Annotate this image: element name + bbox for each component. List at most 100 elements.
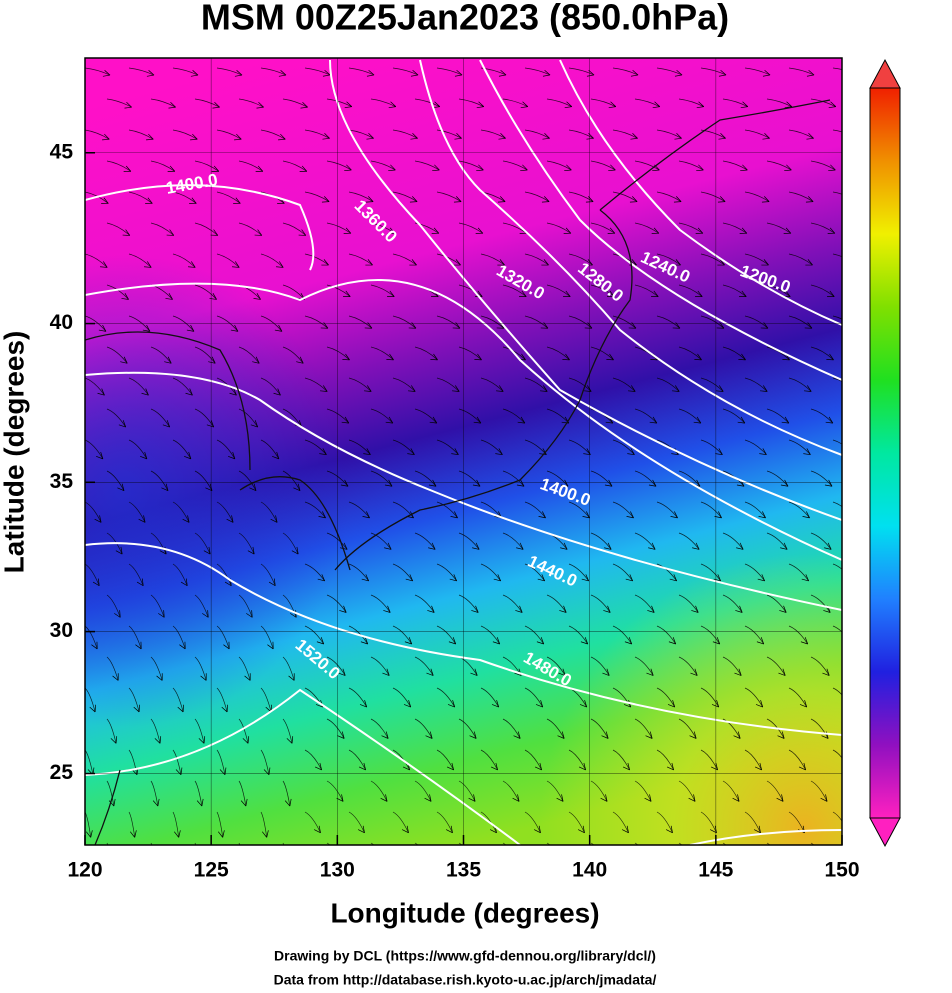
streamline-arrow (647, 605, 655, 613)
streamline (260, 253, 284, 268)
streamline-arrow (107, 862, 113, 869)
streamline (788, 687, 808, 708)
x-axis-label: Longitude (degrees) (330, 897, 599, 928)
streamline (722, 780, 740, 802)
streamline-arrow (177, 704, 184, 713)
streamline (590, 284, 615, 297)
streamline-arrow (256, 101, 264, 109)
streamline-arrow (182, 515, 190, 523)
streamline-arrow (91, 641, 98, 650)
streamline-arrow (316, 637, 325, 645)
streamline (238, 98, 264, 108)
streamline-arrow (206, 420, 215, 428)
streamline (304, 67, 331, 76)
streamline-arrow (473, 416, 482, 424)
streamline (832, 563, 842, 570)
streamline (524, 191, 550, 202)
streamline-arrow (847, 448, 854, 454)
streamline-arrow (474, 353, 482, 361)
streamline-arrow (560, 479, 569, 487)
streamline (172, 563, 188, 586)
streamline-arrow (665, 825, 673, 834)
streamline-arrow (321, 259, 329, 266)
streamline (656, 749, 674, 771)
streamline (172, 687, 184, 713)
streamline-arrow (209, 293, 217, 300)
streamline-arrow (628, 385, 636, 392)
streamline-arrow (142, 324, 151, 332)
streamline-arrow (690, 668, 698, 676)
streamline (282, 346, 304, 364)
streamline (282, 780, 291, 807)
streamline-arrow (140, 451, 148, 460)
streamline-arrow (261, 830, 269, 838)
streamline-arrow (557, 731, 565, 739)
x-tick-label: 130 (320, 859, 355, 882)
streamline (590, 346, 614, 361)
streamline (766, 470, 789, 487)
streamline (348, 439, 371, 455)
streamline-arrow (559, 605, 567, 613)
streamline-arrow (366, 133, 374, 140)
streamline (260, 377, 281, 396)
streamline-arrow (276, 261, 284, 268)
streamline-arrow (291, 546, 299, 555)
streamline (414, 160, 440, 171)
streamline (656, 687, 676, 708)
streamline (348, 67, 375, 76)
streamline (326, 656, 346, 676)
streamline-arrow (732, 794, 740, 802)
streamline-arrow (338, 668, 346, 676)
streamline-arrow (189, 197, 197, 204)
streamline-arrow (387, 227, 396, 234)
streamline (832, 501, 842, 508)
streamline (348, 377, 372, 392)
streamline-arrow (454, 133, 462, 140)
streamline-arrow (468, 794, 476, 802)
streamline-arrow (493, 574, 502, 582)
streamline (172, 129, 198, 140)
streamline-arrow (364, 385, 372, 392)
streamline-arrow (145, 197, 153, 204)
streamline-arrow (776, 794, 784, 802)
streamline-arrow (244, 673, 251, 681)
streamline (85, 377, 105, 396)
streamline-arrow (563, 227, 572, 234)
streamline-arrow (799, 700, 808, 708)
streamline (458, 780, 476, 802)
streamline-arrow (497, 259, 505, 266)
streamline (216, 67, 243, 76)
streamline-arrow (221, 704, 228, 713)
streamline-arrow (804, 385, 812, 392)
streamline (172, 811, 180, 838)
streamline-arrow (470, 668, 478, 676)
streamline (568, 377, 592, 392)
streamline (260, 67, 287, 76)
streamline-arrow (319, 448, 327, 456)
streamline (326, 160, 352, 171)
streamline (348, 315, 373, 329)
streamline (502, 346, 526, 361)
streamline-arrow (239, 862, 245, 869)
streamline-arrow (606, 353, 614, 361)
streamline-arrow (516, 542, 524, 550)
streamline-arrow (564, 164, 572, 172)
streamline-arrow (516, 479, 525, 487)
streamline-arrow (278, 70, 287, 77)
streamline (85, 253, 108, 268)
streamline-arrow (498, 133, 506, 140)
streamline-arrow (688, 794, 696, 802)
streamline (194, 222, 219, 236)
streamline-arrow (288, 673, 295, 681)
streamline-arrow (826, 353, 834, 361)
streamline-arrow (630, 133, 638, 140)
streamline-arrow (384, 479, 393, 487)
streamline (436, 377, 460, 392)
streamline-arrow (624, 637, 633, 645)
streamline (744, 439, 767, 455)
streamline-arrow (250, 420, 259, 428)
streamline (194, 718, 205, 744)
contour-line (85, 371, 842, 611)
streamline (656, 563, 677, 582)
streamline (128, 563, 144, 586)
